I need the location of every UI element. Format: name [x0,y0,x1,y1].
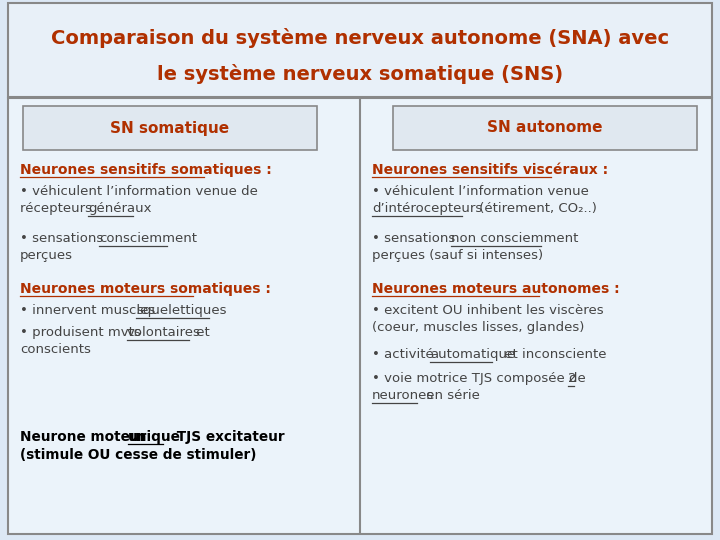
Text: d’intérocepteurs: d’intérocepteurs [372,202,482,215]
Text: • sensations: • sensations [20,232,107,245]
Text: • produisent mvts: • produisent mvts [20,326,145,339]
Text: TJS excitateur: TJS excitateur [172,430,284,444]
Text: en série: en série [422,389,480,402]
Text: le système nerveux somatique (SNS): le système nerveux somatique (SNS) [157,64,563,84]
Text: Neurones moteurs somatiques :: Neurones moteurs somatiques : [20,282,271,296]
Text: unique: unique [128,430,181,444]
Text: SN autonome: SN autonome [487,120,603,136]
Text: Neurones moteurs autonomes :: Neurones moteurs autonomes : [372,282,620,296]
Text: • voie motrice TJS composée de: • voie motrice TJS composée de [372,372,590,385]
Text: non consciemment: non consciemment [451,232,578,245]
Text: • excitent OU inhibent les viscères: • excitent OU inhibent les viscères [372,304,603,317]
Text: perçues: perçues [20,249,73,262]
Text: • véhiculent l’information venue: • véhiculent l’information venue [372,185,589,198]
FancyBboxPatch shape [393,106,697,150]
Text: • véhiculent l’information venue de: • véhiculent l’information venue de [20,185,258,198]
Text: Neurone moteur: Neurone moteur [20,430,151,444]
Text: et inconsciente: et inconsciente [500,348,606,361]
Text: généraux: généraux [88,202,151,215]
Text: SN somatique: SN somatique [110,120,230,136]
FancyBboxPatch shape [23,106,317,150]
Text: Comparaison du système nerveux autonome (SNA) avec: Comparaison du système nerveux autonome … [51,28,669,48]
FancyBboxPatch shape [8,3,712,97]
Text: conscients: conscients [20,343,91,356]
Text: • innervent muscles: • innervent muscles [20,304,160,317]
Text: (coeur, muscles lisses, glandes): (coeur, muscles lisses, glandes) [372,321,585,334]
Text: Neurones sensitifs somatiques :: Neurones sensitifs somatiques : [20,163,271,177]
Text: squelettiques: squelettiques [136,304,227,317]
Text: • sensations: • sensations [372,232,459,245]
Text: (étirement, CO₂..): (étirement, CO₂..) [475,202,597,215]
Text: (stimule OU cesse de stimuler): (stimule OU cesse de stimuler) [20,448,256,462]
Text: Neurones sensitifs viscéraux :: Neurones sensitifs viscéraux : [372,163,608,177]
Text: récepteurs: récepteurs [20,202,96,215]
Text: et: et [192,326,210,339]
FancyBboxPatch shape [8,98,712,534]
Text: automatique: automatique [430,348,516,361]
Text: neurones: neurones [372,389,434,402]
Text: 2: 2 [568,372,577,385]
Text: perçues (sauf si intenses): perçues (sauf si intenses) [372,249,543,262]
Text: consciemment: consciemment [99,232,197,245]
Text: • activité: • activité [372,348,438,361]
Text: volontaires: volontaires [127,326,201,339]
